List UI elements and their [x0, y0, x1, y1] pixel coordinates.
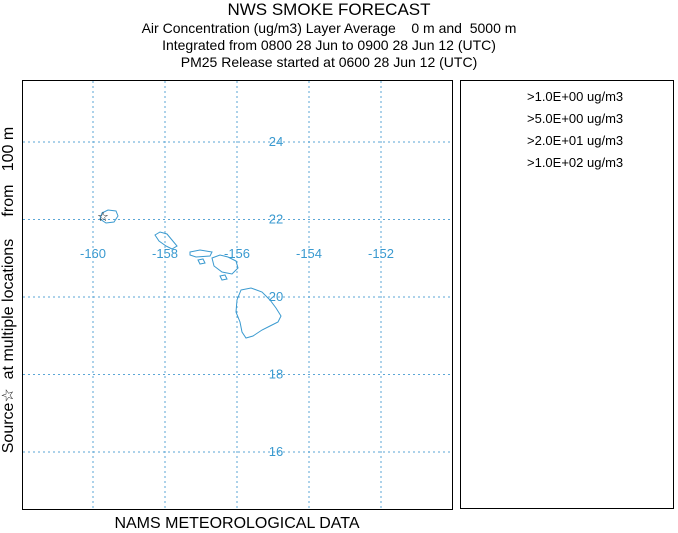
coastline	[99, 209, 282, 339]
island-kahoolawe	[219, 274, 228, 281]
island-molokai	[189, 249, 213, 258]
latitude-label: 24	[269, 134, 283, 149]
graticule	[23, 81, 452, 509]
data-source-label: NAMS METEOROLOGICAL DATA	[114, 515, 360, 532]
subtitle-concentration: Air Concentration (ug/m3) Layer Average …	[141, 20, 517, 36]
latitude-label: 20	[269, 289, 283, 304]
legend-item-2: >5.0E+00 ug/m3	[527, 111, 624, 126]
island-maui	[211, 254, 239, 275]
island-oahu	[154, 231, 178, 250]
legend-item-1: >1.0E+00 ug/m3	[527, 89, 624, 104]
legend-panel: >1.0E+00 ug/m3 >5.0E+00 ug/m3 >2.0E+01 u…	[460, 80, 674, 509]
longitude-label: -154	[296, 246, 322, 261]
island-hawaii	[235, 287, 282, 339]
latitude-label: 18	[269, 367, 283, 382]
longitude-label: -156	[224, 246, 250, 261]
longitude-label: -160	[80, 246, 106, 261]
graticule-labels: -160 -158 -156 -154 -152 24 22 20 18 16	[80, 134, 394, 459]
island-lanai	[197, 258, 206, 265]
legend-item-4: >1.0E+02 ug/m3	[527, 155, 624, 170]
island-kauai	[99, 209, 119, 224]
longitude-label: -152	[368, 246, 394, 261]
source-label-text: Source☆ at multiple locations from 100 m	[0, 126, 17, 454]
subtitle-integration: Integrated from 0800 28 Jun to 0900 28 J…	[162, 37, 496, 53]
legend-item-3: >2.0E+01 ug/m3	[527, 133, 624, 148]
latitude-label: 22	[269, 212, 283, 227]
longitude-label: -158	[152, 246, 178, 261]
source-marker-icon: ☆	[97, 210, 109, 225]
latitude-label: 16	[269, 444, 283, 459]
map-title: NWS SMOKE FORECAST	[227, 0, 431, 19]
subtitle-release: PM25 Release started at 0600 28 Jun 12 (…	[180, 54, 478, 70]
map-frame	[22, 80, 453, 510]
